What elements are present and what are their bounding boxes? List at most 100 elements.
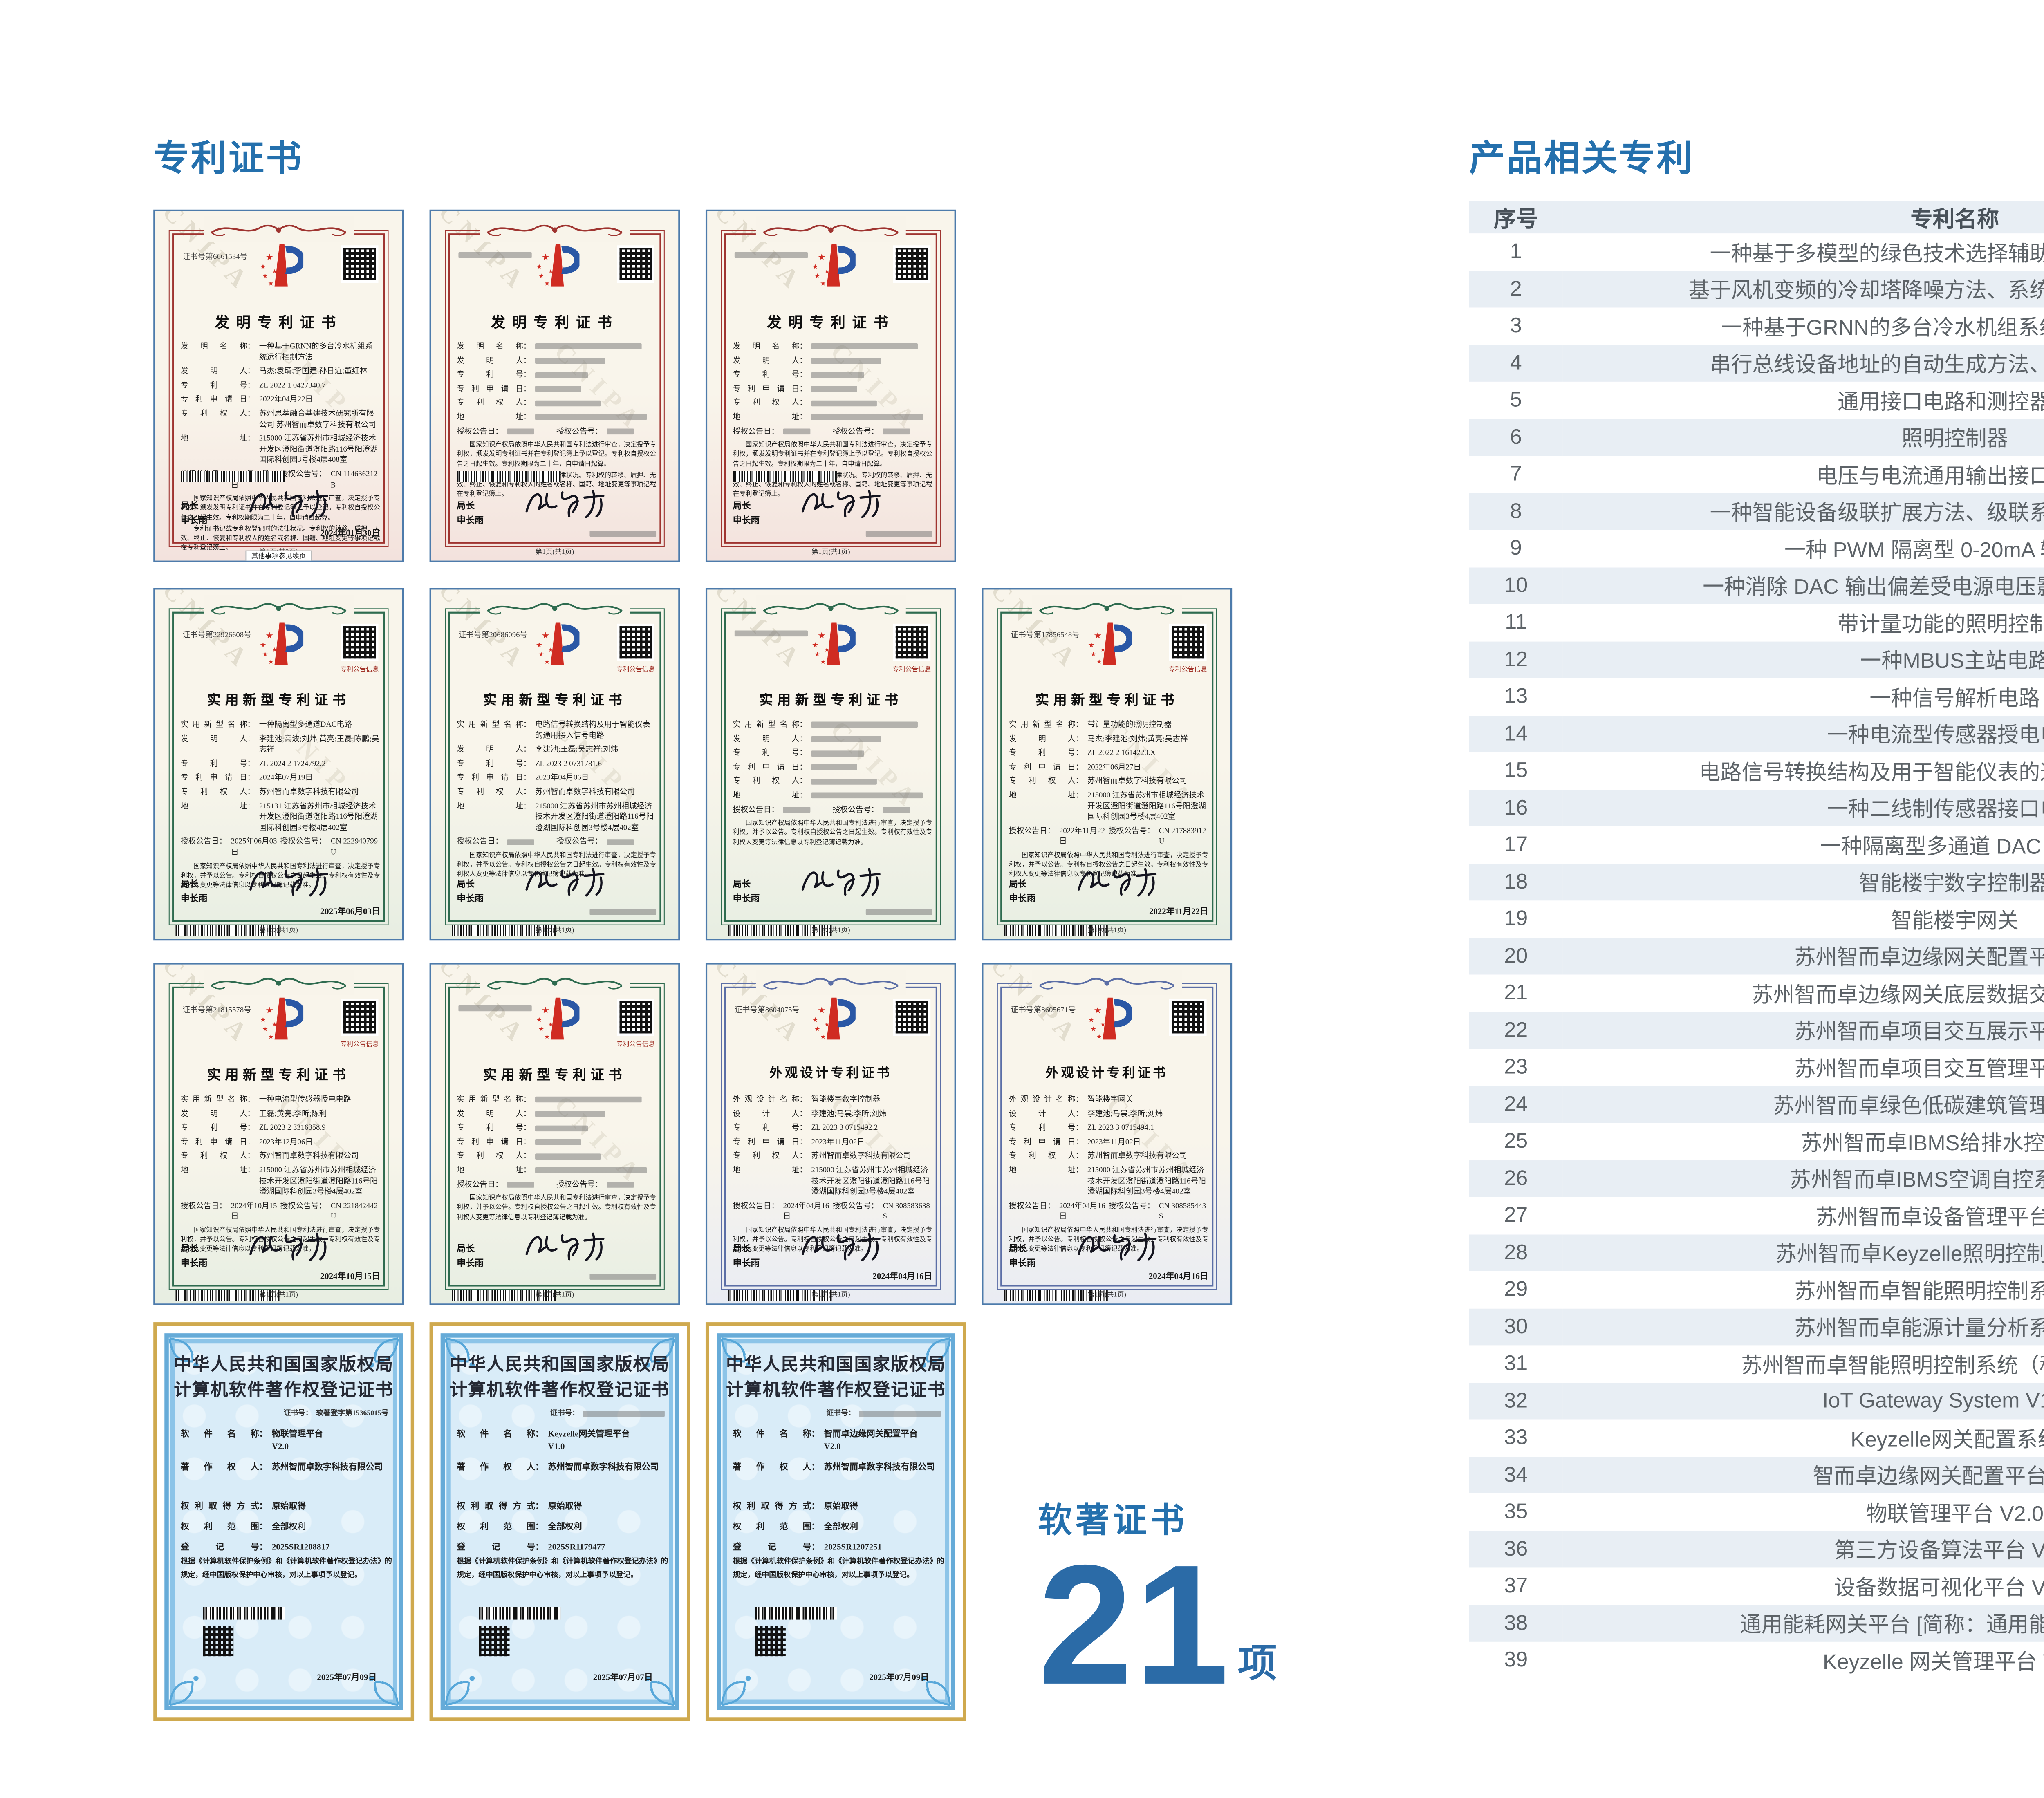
field-label: 地址 [457,412,523,421]
field-value: 2025年06月03日 [231,837,277,856]
field-label: 软件名称 [733,1429,811,1439]
qr-caption: 专利公告信息 [616,665,655,673]
software-cert-badge: 软著证书 21 项 [1038,1493,1277,1711]
certificate-field: 专利权人：苏州智而卓数字科技有限公司 [457,786,656,797]
field-label: 专利号 [180,1123,247,1132]
top-ornament [480,594,630,620]
field-label: 著作权人 [733,1463,811,1472]
certificate-fields: 实用新型名称： 发明人： 专利号： 专利申请日： 专利权人： 地址： 授权公告日： 授权公告号… [733,719,932,849]
table-row: 20苏州智而卓边缘网关配置平台V1.0软著 [1469,937,2044,975]
qr-caption: 专利公告信息 [892,665,931,673]
table-cell: 苏州智而卓能源计量分析系统V1.0 [1794,1317,2044,1341]
table-row: 18智能楼宇数字控制器外观 [1469,863,2044,901]
field-label: 实用新型名称 [180,1095,247,1104]
grant-fields: 授权公告日： 授权公告号： [733,804,932,815]
field-value: CN 222940799 U [330,837,378,856]
svg-text:★: ★ [272,268,278,275]
field-label: 实用新型名称 [180,720,247,729]
svg-text:★: ★ [272,1021,278,1028]
field-value: 王磊;黄亮;李昕;陈利 [259,1109,327,1117]
svg-text:★: ★ [1088,1016,1094,1024]
field-value: 苏州智而卓数字科技有限公司 [548,1463,659,1472]
page-label: 第1页(共1页) [1087,1290,1126,1299]
field-value: 2024年04月16日 [1059,1201,1105,1220]
copyright-header-1: 中华人民共和国国家版权局 [450,1355,670,1375]
page-label: 第1页(共1页) [259,926,298,934]
field-label: 地址 [457,801,523,810]
certificate-field: 专利申请日： 2024年07月19日 [181,772,380,783]
cnipa-logo-icon: ★★★★★ [1088,622,1134,665]
certificate-field: 发明名称： [733,341,932,352]
field-value: 李建池;马晨;李昕;刘炜 [811,1109,887,1117]
certificate-field: 专利权人：苏州智而卓数字科技有限公司 [1009,776,1208,786]
field-label: 专利权人 [733,776,800,785]
table-cell: 17 [1504,833,1528,857]
table-row: 24苏州智而卓绿色低碳建筑管理平台V1.0软著 [1469,1086,2044,1123]
field-label: 专利权人 [457,787,523,796]
cnipa-logo-icon: ★★★★★ [1088,997,1134,1040]
svg-text:★: ★ [542,1005,550,1015]
certificate-card: CNIPACNIPA★★★★★发明专利证书发明名称：发明人：专利号：专利申请日：… [705,209,956,562]
svg-text:★: ★ [814,651,820,658]
issue-date [589,529,657,538]
certificate-field: 专利权人：苏州智而卓数字科技有限公司 [181,786,380,797]
field-label: 权利范围 [457,1522,536,1532]
signature-area: 局长 申长雨 2025年06月03日 [181,866,380,918]
field-label: 专利号 [733,370,800,378]
table-row: 15电路信号转换结构及用于智能仪表的通用接入信号电路实用新型 [1469,752,2044,790]
copyright-header-1: 中华人民共和国国家版权局 [174,1355,394,1375]
field-label: 地址 [733,790,800,799]
cnipa-logo: ★ ★ ★ ★ ★ [254,620,305,668]
table-cell: Keyzelle网关配置系统 [1850,1428,2044,1452]
field-value: 2023年11月02日 [1087,1137,1141,1146]
svg-text:★: ★ [812,1016,818,1024]
certificate-field: 发明人： [457,1108,656,1119]
svg-text:★: ★ [814,273,820,280]
certificate-card: CNIPA CNIPA 证书号第8604075号 ★ ★ ★ ★ ★ 外观设计专利证书 外观设计名… [705,963,956,1305]
field-value: 2022年06月27日 [1087,762,1141,771]
table-cell: 38 [1504,1611,1528,1635]
top-ornament [755,594,906,620]
field-label: 专利申请日 [1009,1137,1076,1146]
issue-date [865,907,932,917]
cnipa-logo: ★ ★ ★ ★ ★ [254,995,305,1043]
table-row: 3一种基于GRNN的多台冷水机组系统运行控制方法发明 [1469,307,2044,345]
certificate-field: 发明人：马杰;袁琦;李国建;孙日近;董红林 [181,366,380,376]
table-row: 6照明控制器发明 [1469,419,2044,456]
director-signature [525,1232,605,1261]
field-value: CN 221842442 U [330,1201,378,1220]
field-label: 登记号 [733,1543,811,1552]
svg-text:★: ★ [818,630,826,640]
barcode [728,925,832,936]
signature-icon [518,866,620,900]
svg-text:★: ★ [818,1005,826,1015]
certificate-field: 专利申请日： 2023年11月02日 [733,1136,932,1147]
certificate-number: 证书号第8605671号 [1011,1005,1076,1014]
certificate-number: 证书号： [826,1408,941,1418]
certificate-number: 证书号第8604075号 [734,1005,800,1014]
cnipa-logo: ★ ★ ★ ★ ★ [806,995,857,1043]
field-value: 215000 江苏省苏州市苏州相城经济技术开发区澄阳街道澄阳路116号阳澄湖国际… [1087,1165,1206,1196]
certificate-field: 设计人：李建池;马晨;李昕;刘炜 [1009,1108,1208,1119]
table-cell: 苏州智而卓项目交互展示平台V1.0 [1794,1020,2044,1044]
certificate-field: 地址： 215000 江苏省苏州市相城经济技术开发区澄阳街道澄阳路116号阳澄湖国… [1009,790,1208,822]
signature-icon [794,866,896,900]
table-cell: 智能楼宇数字控制器 [1859,871,2044,896]
certificate-card: CNIPA CNIPA 证书号第17856548号 ★ ★ ★ ★ ★ 专利公告信息 实用新型专利… [982,588,1233,941]
page-label: 第1页(共1页) [811,548,850,556]
certificate-title: 实用新型专利证书 [483,1068,627,1083]
certificate-field: 地址： 215000 江苏省苏州市苏州相城经济技术开发区澄阳街道澄阳路116号阳澄… [1009,1164,1208,1197]
field-value: 215000 江苏省苏州市苏州相城经济技术开发区澄阳街道澄阳路116号阳澄湖国际… [259,1165,378,1196]
certificate-field: 权利范围：全部权利 [457,1521,668,1534]
director-label: 局长 申长雨 [180,501,208,526]
director-label: 局长 申长雨 [1009,1244,1036,1269]
barcode [175,1290,280,1301]
table-cell: 19 [1504,907,1528,931]
field-label: 地址 [180,434,247,443]
field-value: 2023年11月02日 [811,1137,865,1146]
cnipa-logo-icon: ★★★★★ [536,622,581,665]
copyright-header-2: 计算机软件著作权登记证书 [450,1381,670,1400]
director-label: 局长 申长雨 [733,501,760,526]
table-cell: 26 [1504,1166,1528,1190]
